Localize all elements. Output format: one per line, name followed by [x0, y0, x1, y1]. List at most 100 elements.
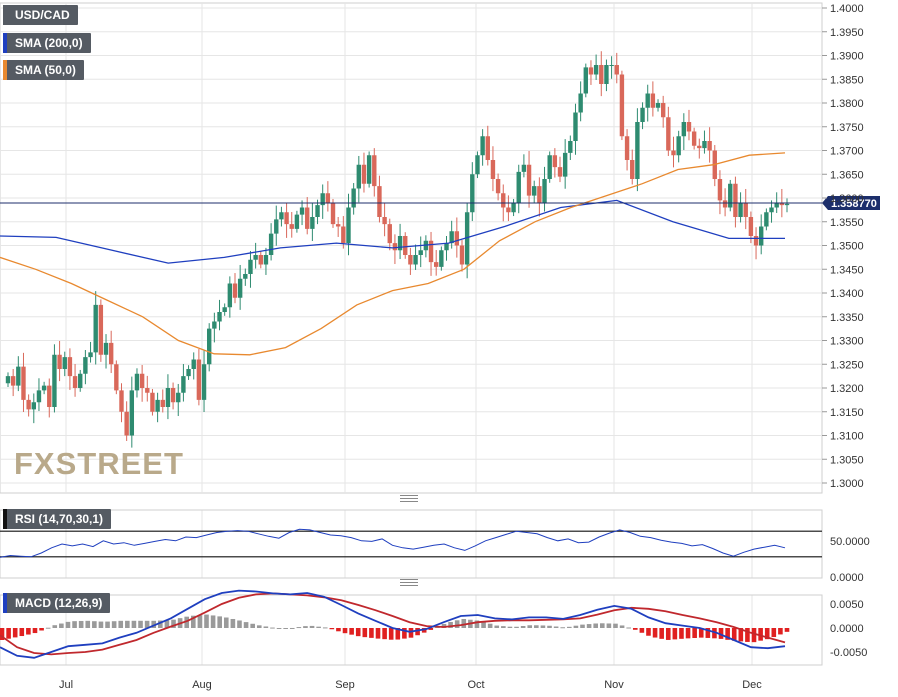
candle	[330, 198, 336, 228]
candle	[232, 273, 238, 304]
macd-histogram-bar	[303, 626, 308, 628]
macd-histogram-bar	[92, 621, 97, 628]
candle	[712, 145, 717, 187]
legend-macd[interactable]: MACD (12,26,9)	[3, 593, 111, 613]
candle	[423, 235, 429, 258]
candle	[170, 382, 176, 410]
candle-body	[604, 65, 609, 84]
macd-histogram-bar	[448, 621, 453, 628]
candle-body	[325, 193, 331, 203]
candle-body	[289, 224, 294, 229]
candle	[299, 200, 305, 226]
legend-pair[interactable]: USD/CAD	[3, 5, 78, 25]
macd-histogram-bar	[270, 627, 275, 629]
macd-histogram-bar	[197, 615, 203, 628]
macd-histogram-bar	[375, 628, 381, 639]
macd-histogram-bar	[599, 623, 605, 628]
legend-sma50[interactable]: SMA (50,0)	[3, 60, 84, 80]
y-axis-macd: 0.0050 0.0000 -0.0050	[830, 599, 867, 659]
candle	[5, 372, 11, 388]
candle-body	[490, 160, 496, 179]
candle	[547, 151, 552, 183]
candle-body	[599, 65, 604, 84]
current-price-label: 1.358770	[831, 198, 877, 210]
candle-body	[248, 259, 253, 274]
candle	[583, 63, 589, 98]
candle-body	[201, 364, 207, 400]
macd-frame	[0, 594, 823, 666]
macd-histogram-bar	[369, 628, 374, 638]
legend-sma200[interactable]: SMA (200,0)	[3, 33, 91, 53]
macd-histogram-bar	[296, 627, 302, 629]
candle-body	[753, 236, 759, 246]
legend-rsi[interactable]: RSI (14,70,30,1)	[3, 509, 112, 529]
candle	[568, 135, 573, 160]
y-tick-label: 1.3150	[830, 407, 864, 419]
macd-histogram-bar	[421, 628, 427, 633]
candle-body	[57, 354, 62, 369]
candle	[237, 264, 243, 310]
pane-divider-2[interactable]	[400, 579, 418, 586]
candle	[114, 360, 119, 395]
candle-body	[351, 188, 356, 208]
candle-body	[181, 376, 186, 393]
main-grid	[0, 2, 823, 665]
macd-histogram-bar	[158, 620, 163, 628]
candle	[655, 99, 661, 112]
candle-body	[397, 236, 403, 251]
macd-histogram-bar	[672, 628, 678, 640]
candles	[5, 51, 790, 448]
candle	[387, 218, 392, 251]
candle-body	[542, 179, 547, 203]
macd-histogram-bar	[316, 626, 321, 628]
candle	[155, 392, 160, 423]
macd-histogram-bar	[461, 618, 467, 628]
macd-histogram-bar	[619, 625, 625, 628]
candle-body	[108, 342, 114, 365]
candle-body	[320, 193, 325, 206]
y-tick-label: 1.3050	[830, 454, 864, 466]
candle	[439, 246, 444, 271]
macd-histogram-bar	[289, 627, 295, 629]
candle	[666, 106, 671, 156]
candle	[206, 323, 212, 372]
macd-histogram-bar	[705, 628, 711, 638]
macd-histogram-bar	[454, 620, 460, 628]
macd-histogram-bar	[6, 628, 11, 639]
y-tick-label: 1.3500	[830, 241, 864, 253]
candle	[212, 312, 217, 343]
candle-body	[516, 171, 521, 203]
candle-body	[624, 136, 630, 160]
x-axis: Jul Aug Sep Oct Nov Dec	[59, 679, 762, 691]
candle-body	[330, 202, 336, 225]
candle-body	[506, 207, 511, 213]
candle-body	[299, 207, 305, 215]
candle	[717, 170, 723, 215]
candle	[722, 188, 728, 217]
candle-body	[103, 342, 109, 355]
pane-divider-1[interactable]	[400, 495, 418, 502]
y-tick-label: 1.3450	[830, 264, 864, 276]
candle-body	[392, 243, 398, 251]
macd-histogram-bar	[402, 628, 407, 639]
macd-histogram-bar	[415, 628, 420, 636]
candle	[377, 175, 382, 223]
x-tick-label: Dec	[742, 679, 762, 691]
candle	[552, 148, 558, 178]
candle	[72, 364, 78, 397]
candle-body	[418, 250, 423, 255]
candle	[537, 177, 542, 217]
candle-body	[655, 103, 661, 108]
candle-body	[274, 219, 279, 234]
candle-body	[217, 312, 222, 322]
macd-histogram-bar	[520, 626, 526, 628]
candle-body	[707, 141, 712, 151]
y-tick-label: 1.3350	[830, 312, 864, 324]
y-tick-label: 1.3750	[830, 122, 864, 134]
macd-histogram-bar	[481, 621, 486, 628]
candle	[103, 334, 109, 369]
candle	[645, 84, 650, 122]
candle	[36, 378, 42, 412]
candle-body	[583, 67, 589, 94]
